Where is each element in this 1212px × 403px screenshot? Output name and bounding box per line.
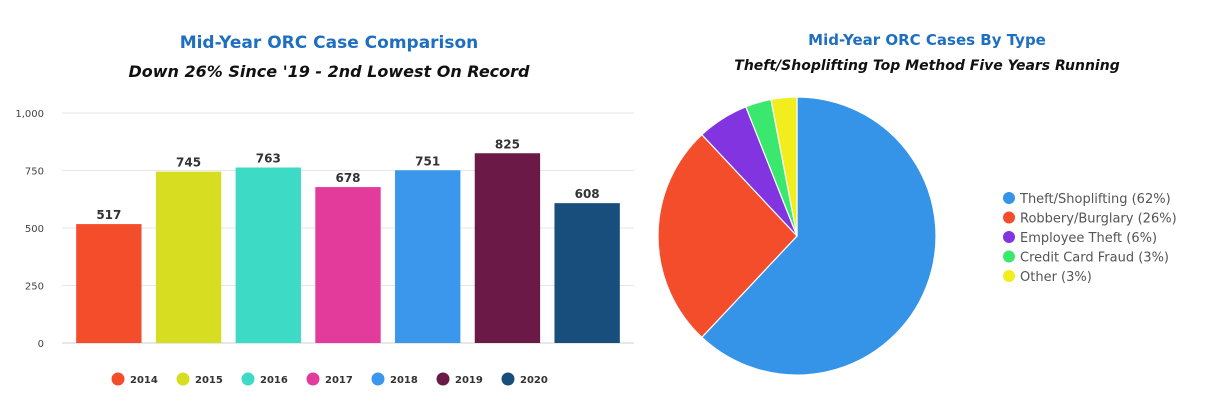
legend-marker-2 (1003, 231, 1015, 243)
y-tick-label: 0 (38, 339, 44, 350)
bar-2017 (315, 187, 381, 343)
bar-2020 (554, 203, 620, 343)
pie-chart: Theft/Shoplifting (62%) Robbery/Burglary … (657, 96, 1177, 376)
legend-marker-4 (1003, 270, 1015, 282)
legend-marker-3 (1003, 250, 1015, 263)
legend-marker-2016 (241, 372, 255, 386)
bar-chart-subtitle: Down 26% Since '19 - 2nd Lowest On Recor… (128, 62, 530, 81)
pie-chart-subtitle: Theft/Shoplifting Top Method Five Years … (734, 58, 1120, 74)
legend-label-2016: 2016 (260, 375, 288, 386)
pie-chart-panel: Mid-Year ORC Cases By Type Theft/Shoplif… (650, 0, 1212, 403)
legend-marker-2020 (501, 372, 515, 386)
legend-marker-2015 (176, 372, 190, 386)
legend-label-4: Other (3%) (1020, 270, 1092, 285)
data-label-2019: 825 (495, 137, 520, 151)
y-tick-label: 250 (25, 282, 44, 293)
legend-marker-2019 (436, 372, 450, 386)
bar-chart-title: Mid-Year ORC Case Comparison (179, 33, 479, 53)
bar-2015 (155, 171, 222, 343)
legend-label-2017: 2017 (325, 375, 353, 386)
legend-label-2019: 2019 (455, 375, 483, 386)
data-label-2014: 517 (96, 208, 121, 222)
legend-marker-1 (1003, 211, 1015, 224)
pie-slice-0 (700, 96, 937, 376)
pie-slice-1 (657, 133, 798, 339)
data-label-2016: 763 (256, 152, 281, 166)
legend-label-2: Employee Theft (6%) (1020, 231, 1157, 246)
legend-label-0: Theft/Shoplifting (62%) (1019, 192, 1171, 207)
legend-marker-2018 (371, 372, 385, 386)
legend-label-1: Robbery/Burglary (26%) (1020, 212, 1177, 227)
bar-chart-panel: Mid-Year ORC Case Comparison Down 26% Si… (15, 33, 634, 386)
pie-chart-title: Mid-Year ORC Cases By Type (808, 31, 1046, 49)
bar-2019 (474, 153, 541, 343)
legend-marker-2014 (111, 372, 125, 386)
legend-marker-2017 (306, 372, 320, 386)
bar-chart: 0 250 500 750 1,000 517 745 763 678 751 825 608 2014… (15, 109, 634, 386)
data-label-2018: 751 (415, 154, 440, 168)
legend-label-2015: 2015 (195, 375, 223, 386)
legend-label-3: Credit Card Fraud (3%) (1020, 251, 1169, 266)
y-tick-label: 500 (25, 224, 44, 235)
legend-marker-0 (1003, 192, 1015, 204)
data-label-2017: 678 (335, 171, 360, 185)
y-tick-label: 750 (25, 167, 44, 178)
data-label-2020: 608 (575, 187, 600, 201)
legend-label-2014: 2014 (130, 375, 158, 386)
pie-slice-4 (770, 96, 798, 237)
legend-label-2018: 2018 (390, 375, 418, 386)
legend-label-2020: 2020 (520, 375, 548, 386)
y-tick-label: 1,000 (15, 109, 44, 120)
bar-2016 (235, 167, 301, 343)
data-label-2015: 745 (176, 156, 201, 170)
bar-2014 (76, 224, 142, 343)
bar-2018 (395, 170, 461, 343)
